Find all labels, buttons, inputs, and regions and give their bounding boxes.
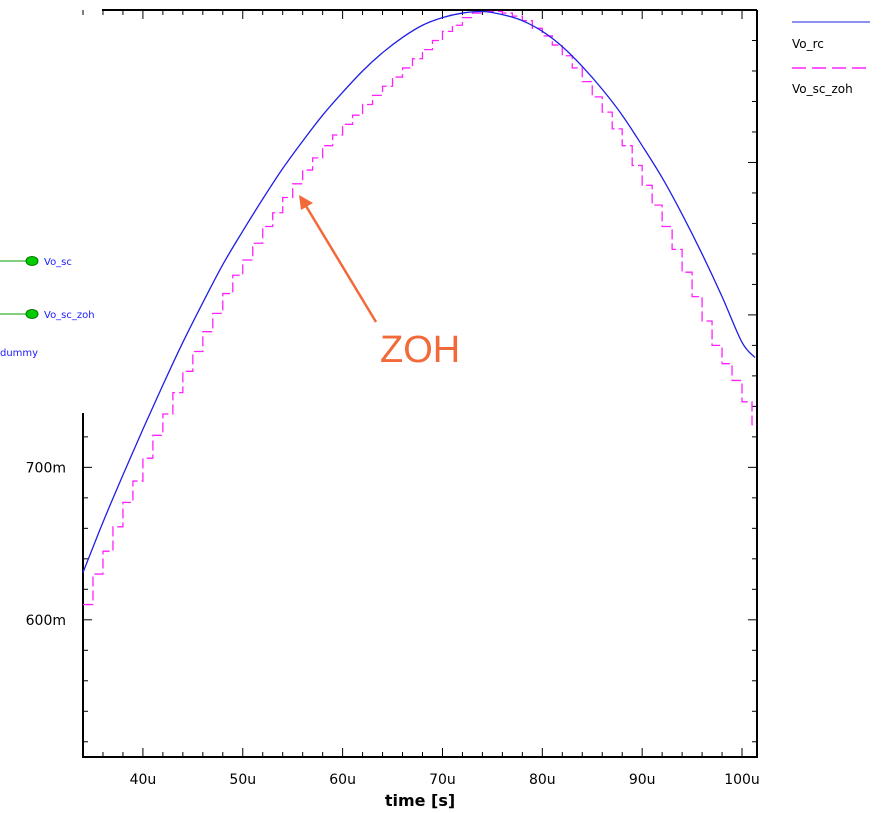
- zoh-annotation: ZOH: [299, 195, 460, 371]
- x-tick-label: 60u: [329, 772, 356, 788]
- net-pin-vo-sc-zoh: [25, 309, 39, 319]
- x-tick-label: 50u: [229, 772, 256, 788]
- x-tick-label: 80u: [529, 772, 556, 788]
- y-tick-label: 600m: [26, 613, 66, 629]
- net-pin-vo-sc: [25, 256, 39, 266]
- annotation-arrow-line: [304, 205, 378, 323]
- legend-label-vo-sc-zoh: Vo_sc_zoh: [792, 82, 853, 96]
- x-axis-label: time [s]: [385, 791, 455, 810]
- net-label-dummy: dummy: [0, 348, 38, 359]
- legend-label-vo-rc: Vo_rc: [792, 37, 824, 51]
- plot-frame: [82, 9, 758, 758]
- annotation-label: ZOH: [380, 329, 460, 371]
- x-tick-label: 100u: [724, 772, 760, 788]
- x-tick-label: 70u: [429, 772, 456, 788]
- series-line-vo-sc-zoh: [83, 10, 757, 606]
- net-label-vo-sc: Vo_sc: [44, 257, 72, 268]
- series-line-vo-rc: [82, 10, 756, 573]
- series-layer: [82, 10, 757, 606]
- net-label-vo-sc-zoh: Vo_sc_zoh: [44, 310, 95, 321]
- tick-labels: 40u 50u 60u 70u 80u 90u 100u 600m 700m: [26, 460, 760, 788]
- schematic-fragment: Vo_sc Vo_sc_zoh dummy: [0, 256, 95, 359]
- y-tick-label: 700m: [26, 460, 66, 476]
- legend: Vo_rc Vo_sc_zoh: [792, 21, 870, 96]
- annotation-arrow-head: [299, 195, 313, 210]
- x-tick-label: 90u: [629, 772, 656, 788]
- x-tick-label: 40u: [130, 772, 157, 788]
- axis-ticks: [82, 9, 757, 757]
